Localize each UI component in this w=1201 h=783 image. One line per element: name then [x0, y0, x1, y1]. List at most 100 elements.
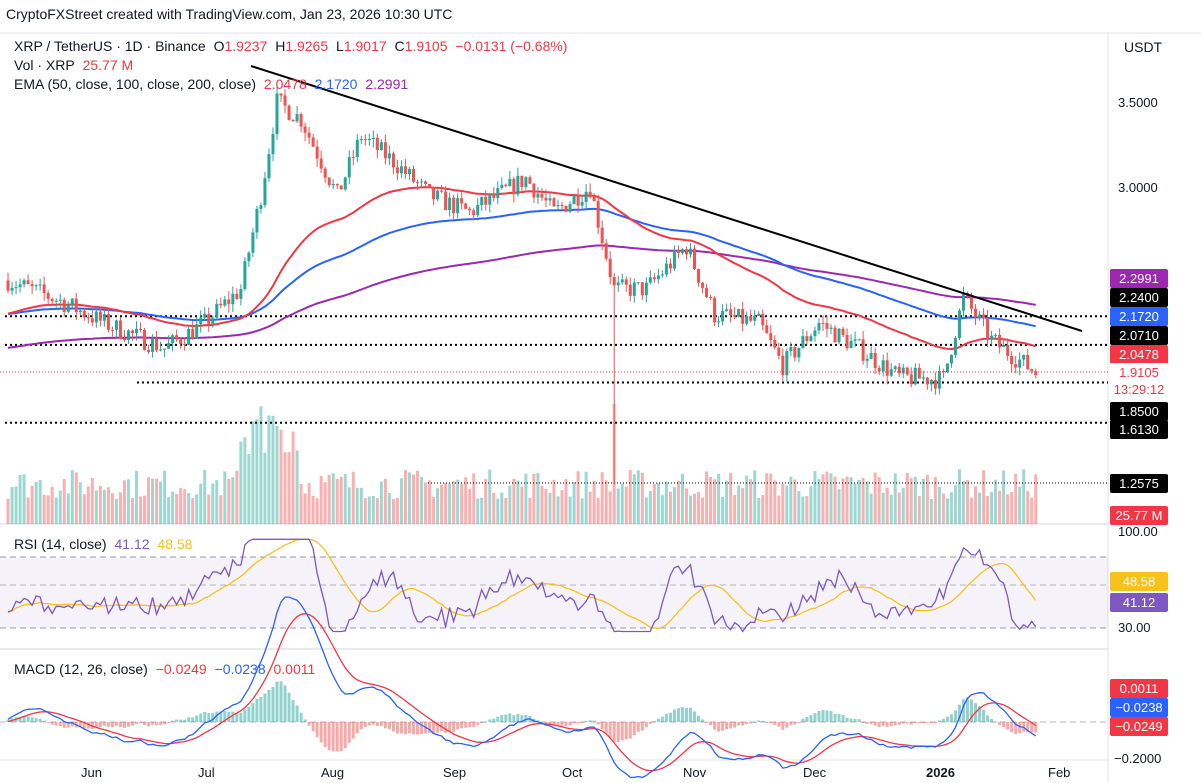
volume-bar	[837, 489, 841, 524]
symbol-name[interactable]: XRP / TetherUS · 1D · Binance	[14, 38, 206, 54]
macd-histogram-bar	[335, 722, 339, 752]
candle-body	[737, 309, 741, 317]
volume-bar	[893, 473, 897, 524]
candle-body	[403, 166, 407, 174]
volume-bar	[982, 470, 986, 524]
macd-histogram-bar	[829, 711, 833, 722]
rsi-label[interactable]: RSI (14, close)	[14, 536, 107, 552]
currency-label[interactable]: USDT	[1124, 39, 1163, 55]
macd-histogram-bar	[693, 711, 697, 722]
volume-bar	[929, 498, 933, 524]
candle-body	[387, 153, 391, 159]
macd-histogram-bar	[697, 715, 701, 722]
volume-bar	[668, 491, 672, 524]
candle-body	[717, 321, 721, 323]
candle-body	[255, 208, 259, 233]
volume-bar	[841, 478, 845, 524]
volume-bar	[460, 483, 464, 524]
candle-body	[114, 320, 118, 330]
candle-body	[745, 316, 749, 324]
macd-histogram-bar	[70, 722, 74, 727]
candle-body	[652, 277, 656, 280]
rsi-line	[7, 538, 1037, 633]
candle-body	[183, 343, 187, 345]
volume-bar	[644, 497, 648, 524]
macd-histogram-bar	[243, 709, 247, 722]
volume-bar	[30, 485, 34, 524]
volume-bar	[1026, 490, 1030, 524]
volume-bar	[6, 498, 10, 524]
macd-histogram-bar	[745, 722, 749, 725]
volume-bar	[933, 477, 937, 524]
macd-histogram-bar	[395, 722, 399, 734]
low-value: 1.9017	[343, 38, 387, 54]
macd-histogram-bar	[315, 722, 319, 738]
macd-histogram-bar	[512, 715, 516, 722]
volume-bar	[26, 497, 30, 524]
candle-body	[480, 196, 484, 206]
volume-bar	[781, 483, 785, 524]
macd-histogram-bar	[664, 713, 668, 722]
macd-histogram-bar	[30, 717, 34, 722]
macd-histogram-bar	[913, 722, 917, 723]
candle-body	[592, 196, 596, 202]
macd-histogram-bar	[729, 722, 733, 729]
volume-bar	[331, 473, 335, 524]
macd-label[interactable]: MACD (12, 26, close)	[14, 661, 148, 677]
volume-bar	[62, 479, 66, 524]
volume-label[interactable]: Vol · XRP	[14, 57, 75, 73]
candle-body	[974, 308, 978, 318]
macd-histogram-bar	[676, 708, 680, 722]
volume-bar	[118, 492, 122, 524]
candle-body	[271, 134, 275, 155]
candle-body	[861, 339, 865, 361]
volume-bar	[239, 441, 243, 524]
candle-body	[564, 205, 568, 212]
volume-bar	[327, 474, 331, 524]
volume-bar	[383, 478, 387, 524]
ema-label[interactable]: EMA (50, close, 100, close, 200, close)	[14, 76, 257, 92]
volume-bar	[961, 481, 965, 524]
volume-bar	[986, 496, 990, 524]
volume-bar	[713, 479, 717, 524]
candle-body	[347, 157, 351, 178]
candle-body	[857, 339, 861, 341]
candle-body	[395, 167, 399, 174]
volume-bar	[833, 476, 837, 524]
volume-bar	[672, 487, 676, 524]
macd-tag: −0.0238	[1110, 698, 1168, 717]
volume-bar	[102, 489, 106, 524]
macd-histogram-bar	[777, 722, 781, 727]
volume-bar	[624, 486, 628, 524]
candle-body	[472, 210, 476, 216]
volume-bar	[588, 491, 592, 524]
candle-body	[343, 177, 347, 190]
macd-histogram-bar	[66, 722, 70, 728]
descending-trendline[interactable]	[250, 65, 1083, 332]
volume-bar	[656, 482, 660, 524]
candle-body	[263, 178, 267, 206]
volume-bar	[925, 474, 929, 524]
volume-bar	[255, 419, 259, 524]
macd-histogram-bar	[769, 722, 773, 724]
macd-histogram-bar	[327, 722, 331, 751]
volume-bar	[231, 477, 235, 524]
candle-body	[937, 370, 941, 389]
volume-bar	[452, 481, 456, 524]
candle-body	[175, 335, 179, 340]
macd-histogram-bar	[347, 722, 351, 743]
volume-bar	[664, 481, 668, 524]
macd-histogram-bar	[203, 711, 207, 722]
candle-body	[215, 303, 219, 318]
header-credit: CryptoFXStreet created with TradingView.…	[6, 6, 456, 22]
volume-bar	[544, 488, 548, 524]
candle-body	[339, 185, 343, 190]
macd-histogram-bar	[432, 722, 436, 734]
macd-histogram-bar	[600, 722, 604, 730]
macd-histogram-bar	[905, 722, 909, 724]
candle-body	[30, 284, 34, 287]
macd-value: −0.0249	[155, 661, 207, 677]
candle-body	[793, 347, 797, 358]
volume-bar	[881, 492, 885, 524]
